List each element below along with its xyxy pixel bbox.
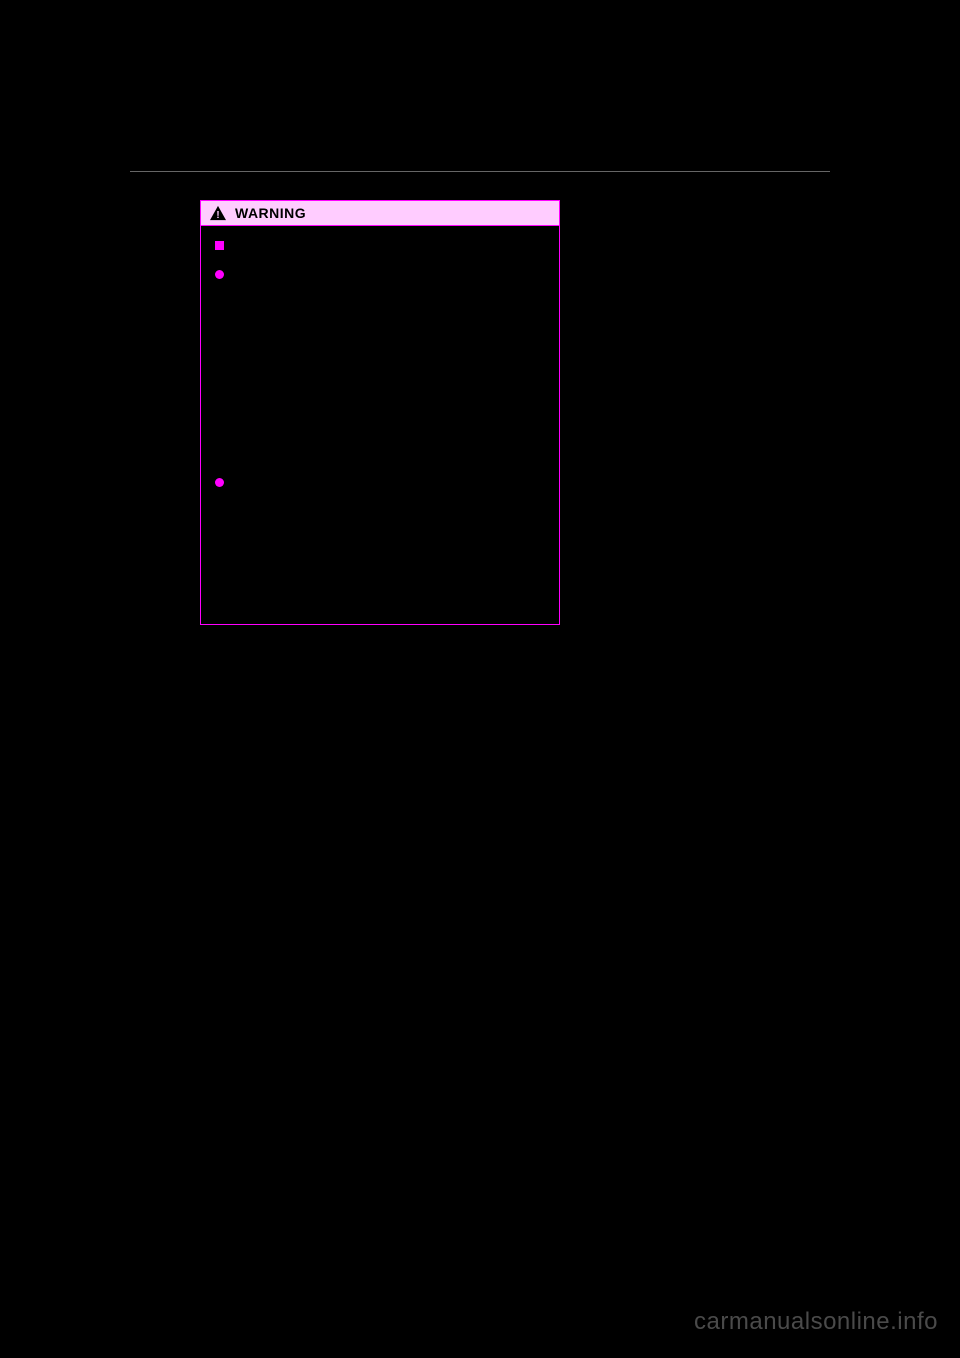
warning-bullet-item: Never use the pre-collision system in pl…	[215, 474, 545, 595]
warning-triangle-icon: !	[209, 205, 227, 221]
page-number: 224	[130, 135, 167, 161]
warning-body: Cautions regarding the use of the system…	[201, 226, 559, 624]
warning-label: WARNING	[235, 205, 306, 221]
warning-box: ! WARNING Cautions regarding the use of …	[200, 200, 560, 625]
warning-header: ! WARNING	[201, 201, 559, 226]
svg-text:!: !	[216, 210, 219, 221]
square-bullet-icon	[215, 241, 224, 250]
subsection-text: Cautions regarding the use of the system	[230, 238, 486, 256]
bullet-text: Never use the pre-collision system in pl…	[232, 474, 545, 595]
section-title: 4-5. Using the driving support systems	[558, 142, 830, 160]
bullet-text: The driver is solely responsible for saf…	[232, 266, 545, 467]
warning-bullet-item: The driver is solely responsible for saf…	[215, 266, 545, 467]
watermark: carmanualsonline.info	[694, 1308, 938, 1336]
warning-subsection: Cautions regarding the use of the system	[215, 238, 545, 256]
round-bullet-icon	[215, 270, 224, 279]
page-content: 224 4-5. Using the driving support syste…	[130, 135, 830, 625]
lexus-model-label: LEXUS RX350/270_EE	[135, 1215, 229, 1225]
page-header: 224 4-5. Using the driving support syste…	[130, 135, 830, 172]
round-bullet-icon	[215, 478, 224, 487]
